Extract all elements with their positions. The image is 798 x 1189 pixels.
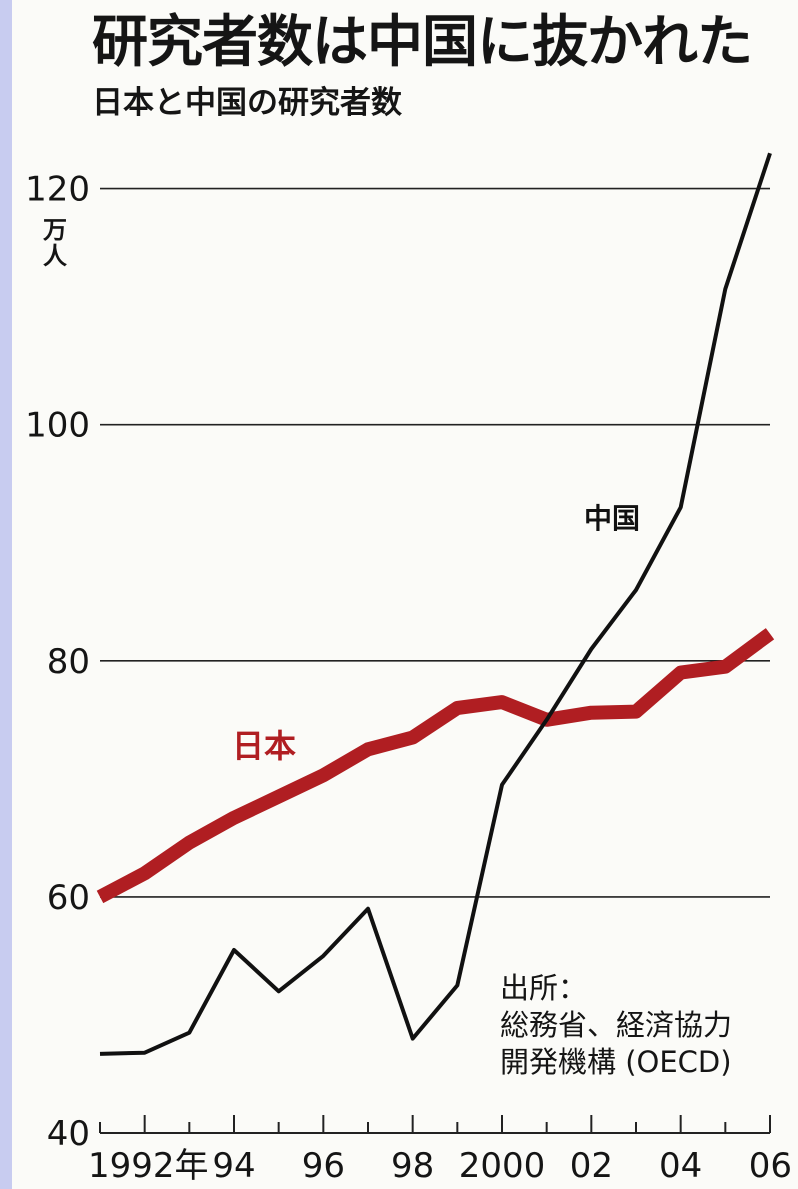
x-axis-tick-labels: 1992年 94 96 98 2000 02 04 06 bbox=[88, 1146, 792, 1186]
series-line-japan bbox=[96, 628, 775, 904]
x-tick-label-06: 06 bbox=[749, 1146, 792, 1186]
y-tick-label-80: 80 bbox=[47, 642, 90, 682]
series-lines bbox=[96, 152, 775, 1056]
y-axis-tick-labels: 40 60 80 100 120 bbox=[25, 170, 90, 1154]
chart-subtitle: 日本と中国の研究者数 bbox=[92, 85, 402, 121]
y-tick-label-40: 40 bbox=[47, 1114, 90, 1154]
source-line-1: 総務省、経済協力 bbox=[500, 1008, 733, 1042]
y-tick-label-60: 60 bbox=[47, 878, 90, 918]
x-tick-label-98: 98 bbox=[391, 1146, 434, 1186]
x-tick-label-02: 02 bbox=[570, 1146, 613, 1186]
series-label-china: 中国 bbox=[584, 502, 640, 535]
x-tick-label-1992年: 1992年 bbox=[88, 1146, 209, 1186]
gridlines bbox=[100, 187, 770, 898]
chart-title: 研究者数は中国に抜かれた bbox=[92, 9, 753, 75]
x-axis bbox=[99, 1115, 771, 1134]
source-line-2: 開発機構 (OECD) bbox=[500, 1045, 732, 1079]
series-line-china bbox=[99, 152, 772, 1056]
series-label-japan: 日本 bbox=[232, 727, 296, 765]
y-axis-unit-label: 万人 bbox=[43, 216, 67, 270]
y-tick-label-100: 100 bbox=[25, 406, 90, 446]
source-label: 出所： bbox=[500, 971, 588, 1005]
x-tick-label-96: 96 bbox=[302, 1146, 345, 1186]
x-tick-label-94: 94 bbox=[212, 1146, 255, 1186]
x-tick-label-2000: 2000 bbox=[459, 1146, 546, 1186]
y-tick-label-120: 120 bbox=[25, 170, 90, 210]
chart-paper bbox=[12, 0, 798, 1189]
source-note: 出所： 総務省、経済協力 開発機構 (OECD) bbox=[500, 970, 732, 1081]
x-tick-label-04: 04 bbox=[659, 1146, 702, 1186]
